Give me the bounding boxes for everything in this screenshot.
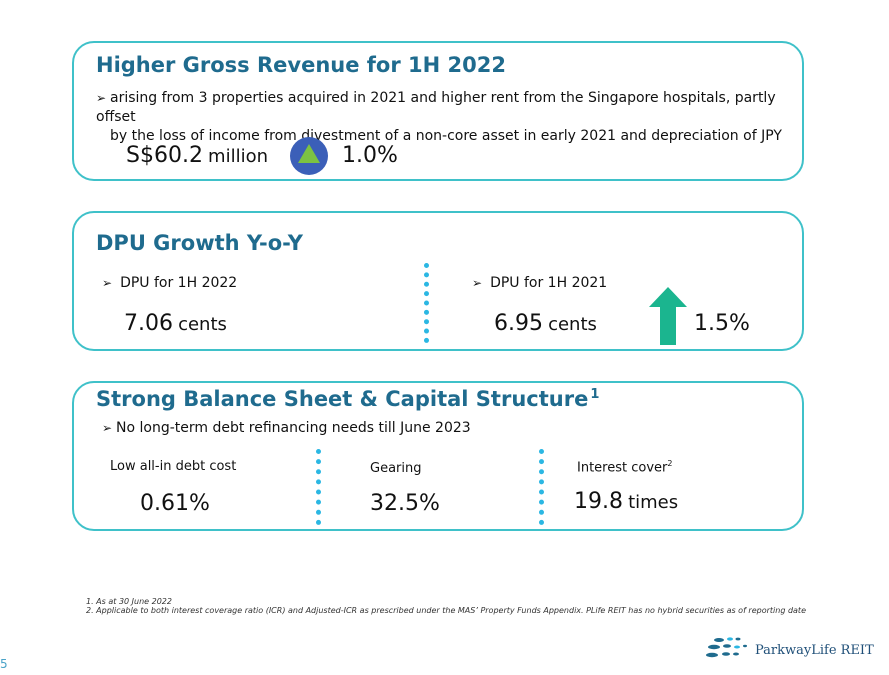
revenue-bullet: ➢ arising from 3 properties acquired in 2… [96, 89, 801, 146]
dpu-right-label: ➢ DPU for 1H 2021 [472, 275, 607, 291]
metric-label-debt-cost: Low all-in debt cost [110, 459, 237, 474]
metric-interest-cover-unit: times [628, 492, 679, 513]
revenue-amount-unit: million [208, 146, 269, 167]
revenue-amount-value: S$60.2 [126, 143, 203, 168]
metric-value-debt-cost: 0.61% [140, 491, 210, 516]
logo: ParkwayLife REIT [705, 635, 875, 665]
metric-debt-cost-number: 0.61% [140, 491, 210, 516]
metric-interest-cover-number: 19.8 [574, 489, 623, 514]
revenue-bullet-line1: arising from 3 properties acquired in 20… [96, 90, 776, 125]
dpu-left-label: ➢ DPU for 1H 2022 [102, 275, 237, 291]
revenue-card-title: Higher Gross Revenue for 1H 2022 [96, 53, 506, 77]
dpu-right-number: 6.95 [494, 311, 543, 336]
dpu-card-title: DPU Growth Y-o-Y [96, 231, 304, 255]
dpu-left-label-text: DPU for 1H 2022 [120, 275, 238, 291]
balance-divider-1 [316, 449, 321, 525]
metric-value-interest-cover: 19.8 times [574, 489, 678, 514]
metric-interest-cover-sup: 2 [667, 459, 673, 468]
parkwaylife-logo-icon [706, 637, 747, 658]
dpu-growth-value: 1.5% [694, 311, 750, 336]
dpu-left-unit: cents [178, 314, 227, 335]
dpu-growth: 1.5% [694, 311, 750, 336]
revenue-amount: S$60.2 million [126, 143, 268, 168]
balance-card-title-text: Strong Balance Sheet & Capital Structure [96, 387, 589, 411]
up-triangle-icon [290, 137, 328, 175]
footnote-1: 1. As at 30 June 2022 [86, 597, 172, 606]
up-arrow-icon [649, 287, 687, 345]
bullet-arrow-icon: ➢ [102, 276, 113, 290]
revenue-change: 1.0% [342, 143, 398, 168]
bullet-arrow-icon: ➢ [472, 276, 483, 290]
logo-text: ParkwayLife REIT [755, 643, 874, 658]
dpu-right-value: 6.95 cents [494, 311, 597, 336]
balance-card-title-sup: 1 [590, 387, 600, 402]
metric-label-gearing: Gearing [370, 461, 422, 476]
balance-card-title: Strong Balance Sheet & Capital Structure… [96, 387, 599, 411]
balance-divider-2 [539, 449, 544, 525]
dpu-divider [424, 263, 429, 343]
balance-bullet-text: No long-term debt refinancing needs till… [116, 420, 471, 436]
dpu-right-unit: cents [548, 314, 597, 335]
dpu-left-number: 7.06 [124, 311, 173, 336]
revenue-change-value: 1.0% [342, 143, 398, 168]
dpu-left-value: 7.06 cents [124, 311, 227, 336]
page-number: 5 [0, 657, 8, 671]
balance-card: Strong Balance Sheet & Capital Structure… [72, 381, 804, 531]
metric-gearing-number: 32.5% [370, 491, 440, 516]
bullet-arrow-icon: ➢ [102, 421, 113, 435]
metric-label-interest-cover: Interest cover2 [577, 459, 672, 475]
revenue-bullet-line2: by the loss of income from divestment of… [110, 128, 782, 144]
balance-bullet: ➢ No long-term debt refinancing needs til… [102, 419, 471, 438]
metric-value-gearing: 32.5% [370, 491, 440, 516]
revenue-card: Higher Gross Revenue for 1H 2022 ➢ arisin… [72, 41, 804, 181]
bullet-arrow-icon: ➢ [96, 91, 107, 105]
dpu-right-label-text: DPU for 1H 2021 [490, 275, 608, 291]
dpu-card: DPU Growth Y-o-Y ➢ DPU for 1H 2022 7.06 c… [72, 211, 804, 351]
footnote-2: 2. Applicable to both interest coverage … [86, 606, 806, 615]
metric-interest-cover-label: Interest cover [577, 460, 668, 476]
